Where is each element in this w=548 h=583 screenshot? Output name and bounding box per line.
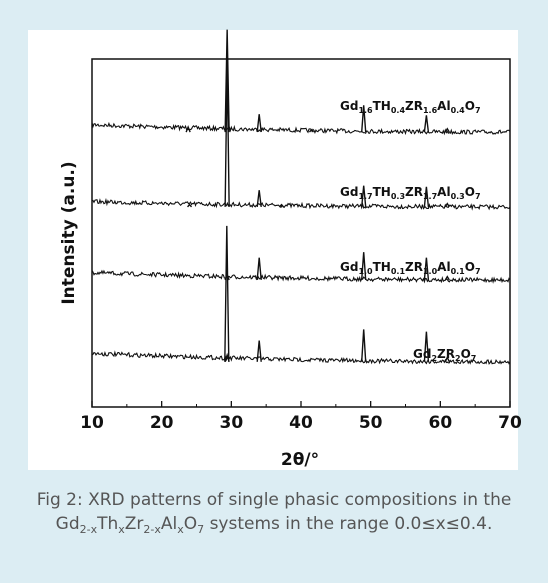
diffraction-peak xyxy=(256,190,262,207)
caption-line-2: Gd2-xThxZr2-xAlxO7 systems in the range … xyxy=(55,514,493,536)
diffraction-peak xyxy=(444,275,450,281)
x-tick-label: 10 xyxy=(80,413,104,433)
diffraction-peak xyxy=(444,202,450,208)
x-tick-label: 60 xyxy=(428,413,452,433)
diffraction-peak xyxy=(187,203,193,208)
diffraction-peak xyxy=(278,203,285,208)
xrd-trace xyxy=(91,121,511,136)
x-tick-label: 70 xyxy=(498,413,522,433)
xrd-trace xyxy=(91,350,511,365)
diffraction-peak xyxy=(308,128,314,133)
diffraction-peak xyxy=(185,125,191,133)
diffraction-peak xyxy=(361,105,367,133)
diffraction-peak xyxy=(256,114,262,133)
xrd-chart: 10 20 30 40 50 60 70 2θ/° Intensity (a.u.) Gd1… xyxy=(59,29,522,470)
series-label: Gd1.0TH0.1ZR1.0Al0.1O7 xyxy=(340,260,481,276)
diffraction-peak xyxy=(423,257,430,281)
series-label: Gd1.7TH0.3ZR1.7Al0.3O7 xyxy=(340,185,481,201)
series-label: Gd2ZR2O7 xyxy=(413,347,476,363)
x-tick-label: 20 xyxy=(150,413,174,433)
traces xyxy=(91,29,511,365)
xrd-trace xyxy=(91,197,511,211)
series-labels: Gd1.6TH0.4ZR1.6Al0.4O7 Gd1.7TH0.3ZR1.7Al0… xyxy=(340,99,481,363)
caption-line-1: Fig 2: XRD patterns of single phasic com… xyxy=(36,490,512,510)
diffraction-peak xyxy=(423,186,430,207)
diffraction-peak xyxy=(361,252,367,281)
diffraction-peak xyxy=(444,127,450,133)
diffraction-peak xyxy=(224,62,230,207)
diffraction-peak xyxy=(224,29,230,133)
diffraction-peak xyxy=(444,355,450,363)
x-tick-label: 30 xyxy=(219,413,243,433)
diffraction-peak xyxy=(423,331,430,362)
y-axis-label: Intensity (a.u.) xyxy=(59,161,79,304)
x-axis-ticks: 10 20 30 40 50 60 70 xyxy=(80,401,522,433)
x-tick-label: 50 xyxy=(359,413,383,433)
diffraction-peak xyxy=(224,225,230,362)
figure-caption: Fig 2: XRD patterns of single phasic com… xyxy=(0,488,548,542)
xrd-trace xyxy=(91,269,511,284)
chart-panel xyxy=(28,30,518,470)
diffraction-peak xyxy=(361,185,367,207)
diffraction-peak xyxy=(361,329,367,362)
series-label: Gd1.6TH0.4ZR1.6Al0.4O7 xyxy=(340,99,481,115)
diffraction-peak xyxy=(423,115,430,133)
diffraction-peak xyxy=(256,340,262,362)
x-tick-label: 40 xyxy=(289,413,313,433)
diffraction-peak xyxy=(256,257,262,281)
x-axis-label: 2θ/° xyxy=(281,450,319,470)
